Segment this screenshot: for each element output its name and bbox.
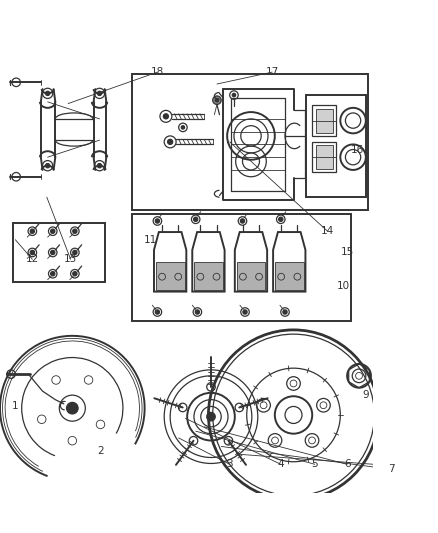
Text: 5: 5 xyxy=(311,459,318,470)
Text: 6: 6 xyxy=(344,459,350,470)
Circle shape xyxy=(67,402,78,414)
Bar xyxy=(132,214,351,320)
Circle shape xyxy=(46,91,50,95)
Text: 12: 12 xyxy=(26,254,39,264)
Circle shape xyxy=(73,251,77,255)
Circle shape xyxy=(207,413,215,421)
Text: 3: 3 xyxy=(226,459,233,470)
Circle shape xyxy=(51,229,55,233)
Circle shape xyxy=(283,310,287,314)
Polygon shape xyxy=(237,262,265,290)
Polygon shape xyxy=(155,262,185,290)
Text: 1: 1 xyxy=(12,401,19,410)
Text: 7: 7 xyxy=(388,464,395,474)
Circle shape xyxy=(240,219,244,223)
Circle shape xyxy=(155,219,159,223)
Circle shape xyxy=(97,164,102,168)
Circle shape xyxy=(30,251,35,255)
Bar xyxy=(316,109,332,133)
Circle shape xyxy=(215,99,219,102)
Circle shape xyxy=(279,217,283,221)
Polygon shape xyxy=(275,262,304,290)
Text: 18: 18 xyxy=(151,67,164,77)
Bar xyxy=(132,74,368,210)
Text: 9: 9 xyxy=(363,390,369,400)
Circle shape xyxy=(155,310,159,314)
Text: 10: 10 xyxy=(337,281,350,292)
Circle shape xyxy=(97,91,102,95)
Circle shape xyxy=(46,164,50,168)
Bar xyxy=(306,95,366,197)
Circle shape xyxy=(73,272,77,276)
Text: 14: 14 xyxy=(321,226,334,236)
Circle shape xyxy=(232,93,236,97)
Text: 13: 13 xyxy=(64,254,77,264)
Circle shape xyxy=(51,251,55,255)
Polygon shape xyxy=(194,262,223,290)
Bar xyxy=(312,106,336,136)
Circle shape xyxy=(243,310,247,314)
Circle shape xyxy=(181,126,185,129)
Bar xyxy=(312,142,336,173)
Text: 16: 16 xyxy=(351,146,364,155)
Circle shape xyxy=(213,96,221,104)
Circle shape xyxy=(51,272,55,276)
Text: 15: 15 xyxy=(340,247,354,257)
Circle shape xyxy=(168,139,173,144)
Text: 4: 4 xyxy=(277,459,284,470)
Text: 2: 2 xyxy=(97,446,104,456)
Bar xyxy=(316,146,332,169)
Bar xyxy=(13,223,105,282)
Circle shape xyxy=(194,217,198,221)
Circle shape xyxy=(163,114,169,119)
Circle shape xyxy=(73,229,77,233)
Circle shape xyxy=(30,229,35,233)
Circle shape xyxy=(195,310,199,314)
Text: 11: 11 xyxy=(144,235,157,245)
Text: 17: 17 xyxy=(265,67,279,77)
